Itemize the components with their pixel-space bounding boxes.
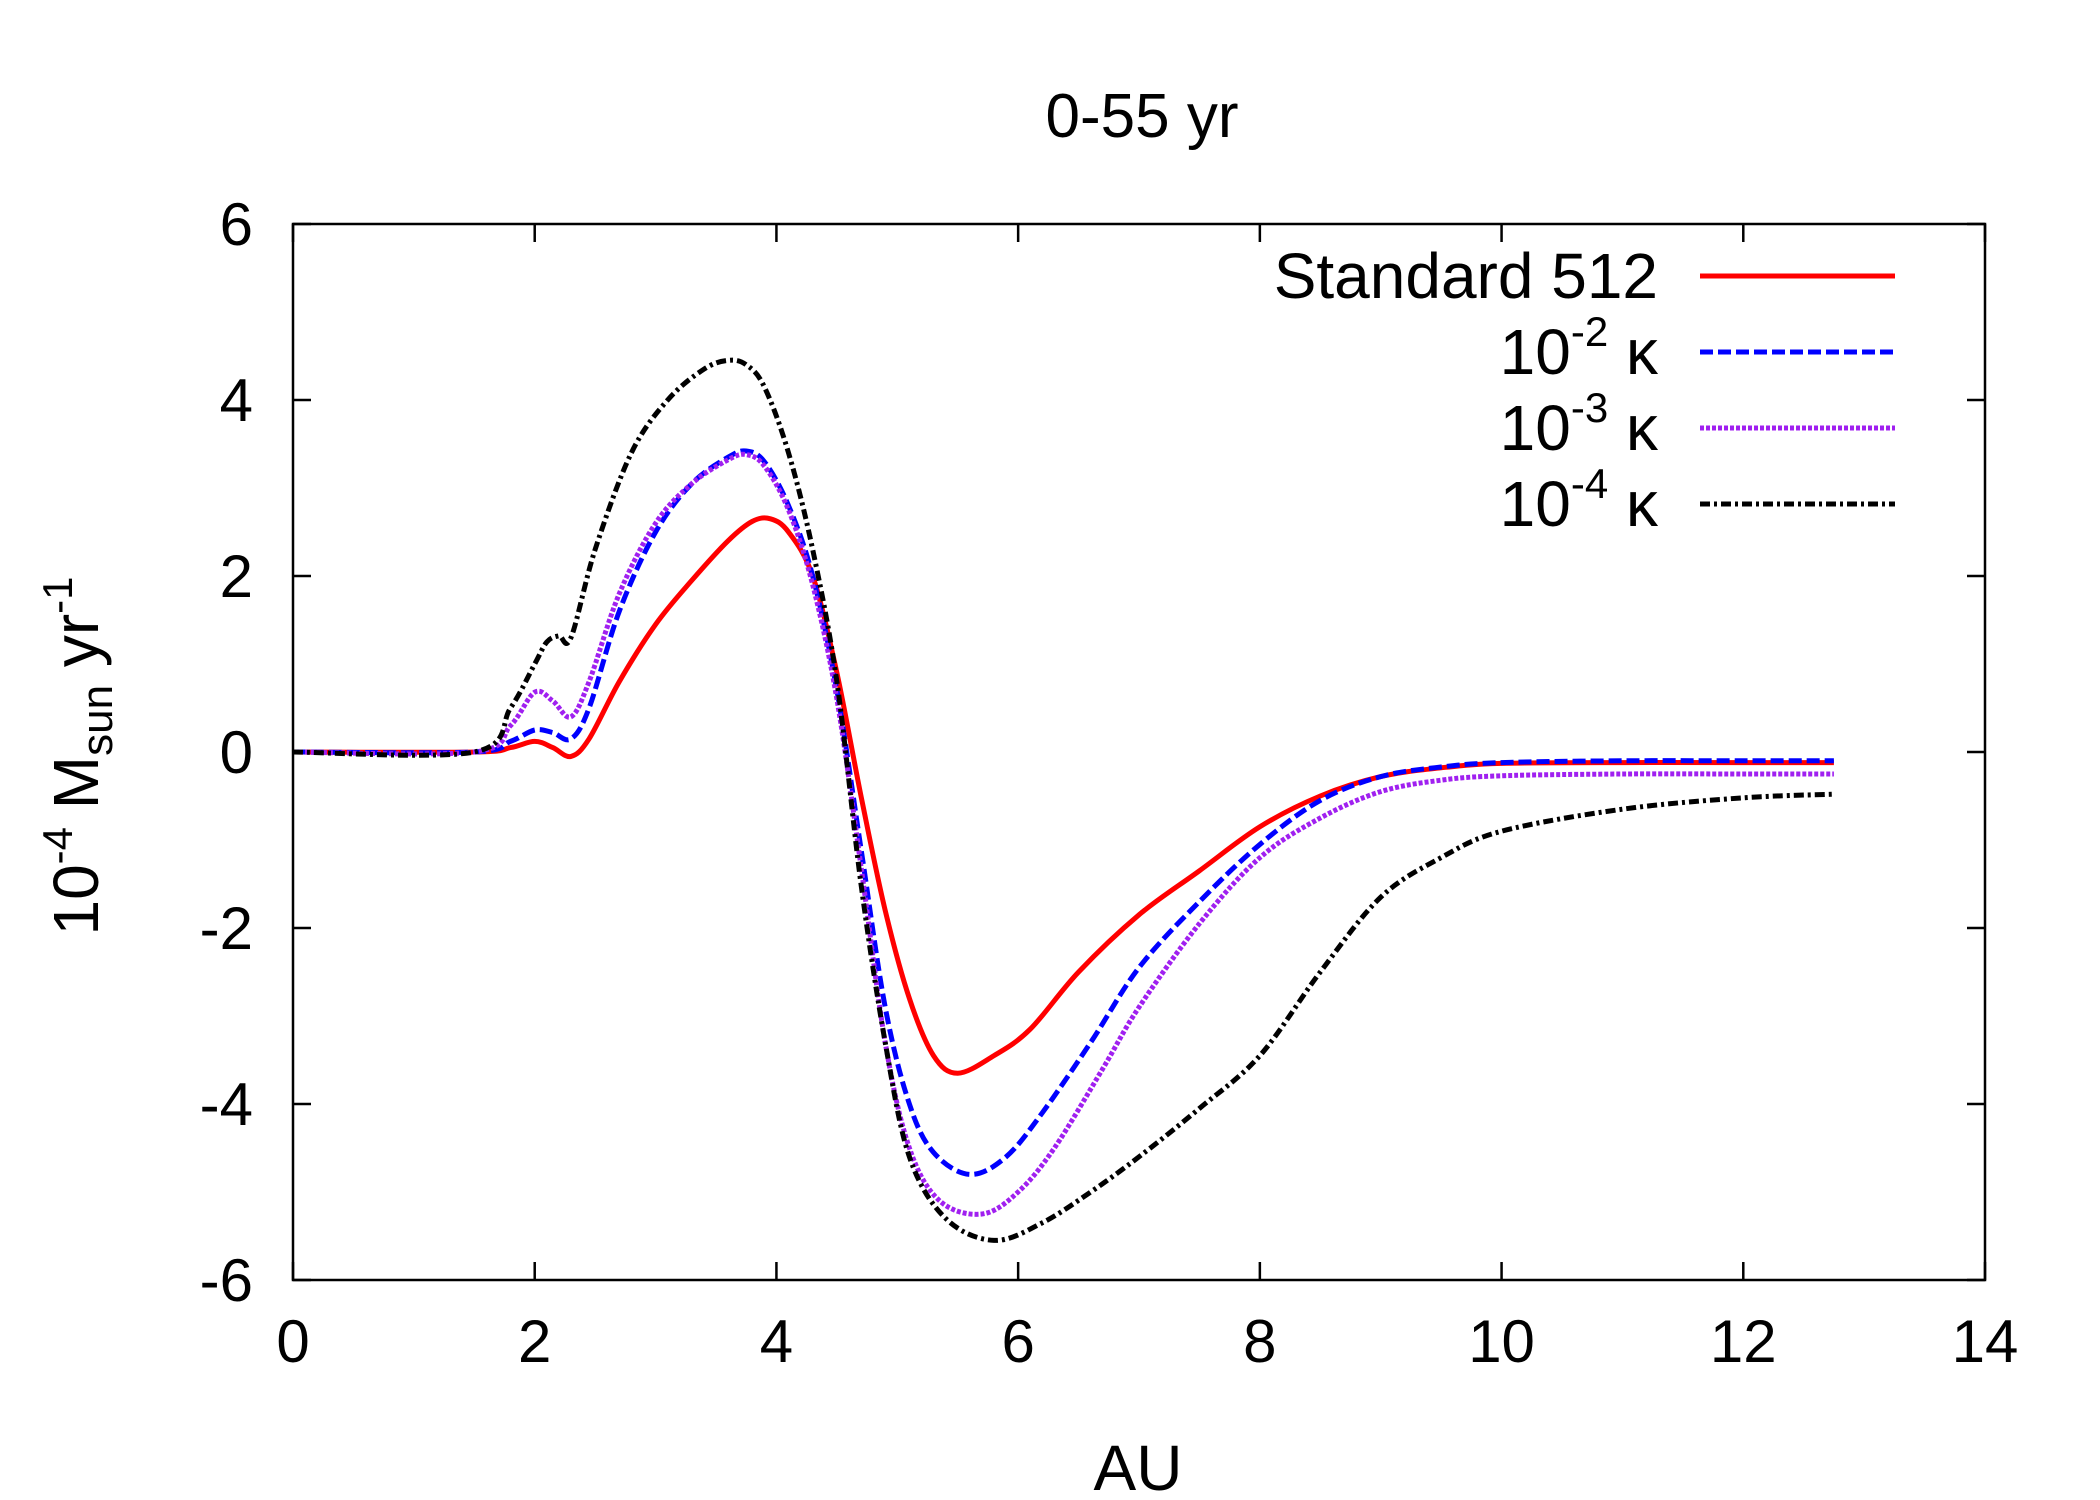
legend-label-exp: -4 bbox=[1571, 460, 1608, 507]
legend-label-text: Standard 512 bbox=[1274, 240, 1658, 312]
y-tick-label: -2 bbox=[200, 895, 253, 962]
y-axis-title-base: 10 bbox=[40, 864, 112, 935]
y-tick-label: 2 bbox=[220, 543, 253, 610]
legend-label-exp: -3 bbox=[1571, 384, 1608, 431]
series-layer bbox=[292, 357, 1834, 1243]
series-line-0 bbox=[292, 515, 1834, 1076]
x-axis-ticks: 0 2 4 6 8 10 12 14 bbox=[276, 224, 2018, 1375]
y-tick-label: 6 bbox=[220, 191, 253, 258]
legend-label-suffix: κ bbox=[1608, 468, 1659, 540]
y-axis-title-sub: sun bbox=[73, 685, 122, 756]
legend-label-3: 10-4 κ bbox=[1500, 460, 1659, 540]
series-line-2 bbox=[292, 451, 1834, 1217]
x-tick-label: 12 bbox=[1710, 1308, 1777, 1375]
x-tick-label: 14 bbox=[1952, 1308, 2019, 1375]
y-axis-title-exp: -4 bbox=[34, 827, 81, 864]
x-tick-label: 4 bbox=[760, 1308, 793, 1375]
plot-frame bbox=[291, 222, 1987, 1282]
y-axis-title-unit: yr bbox=[40, 614, 112, 667]
x-axis-title: AU bbox=[1094, 1432, 1183, 1500]
series-line-1 bbox=[292, 448, 1834, 1177]
legend-label-0: Standard 512 bbox=[1274, 240, 1658, 312]
x-tick-label: 6 bbox=[1001, 1308, 1034, 1375]
series-line-3 bbox=[292, 357, 1834, 1243]
chart-title: 0-55 yr bbox=[1046, 82, 1239, 151]
legend-label-exp: -2 bbox=[1571, 308, 1608, 355]
legend-label-text: 10 bbox=[1500, 316, 1571, 388]
y-tick-label: -4 bbox=[200, 1071, 253, 1138]
x-tick-label: 8 bbox=[1243, 1308, 1276, 1375]
x-tick-label: 2 bbox=[518, 1308, 551, 1375]
y-axis-ticks: -6 -4 -2 0 2 4 6 bbox=[200, 191, 1985, 1314]
legend-label-text: 10 bbox=[1500, 468, 1571, 540]
legend-label-suffix: κ bbox=[1608, 392, 1659, 464]
legend-label-1: 10-2 κ bbox=[1500, 308, 1659, 388]
legend-label-2: 10-3 κ bbox=[1500, 384, 1659, 464]
x-tick-label: 10 bbox=[1468, 1308, 1535, 1375]
y-tick-label: 4 bbox=[220, 367, 253, 434]
y-axis-title-unit-exp: -1 bbox=[34, 576, 81, 613]
legend-label-suffix: κ bbox=[1608, 316, 1659, 388]
y-tick-label: 0 bbox=[220, 719, 253, 786]
y-tick-label: -6 bbox=[200, 1247, 253, 1314]
legend-label-text: 10 bbox=[1500, 392, 1571, 464]
x-tick-label: 0 bbox=[276, 1308, 309, 1375]
y-axis-title-symbol: M bbox=[40, 756, 112, 809]
y-axis-title: 10-4 Msun yr-1 bbox=[34, 576, 122, 935]
